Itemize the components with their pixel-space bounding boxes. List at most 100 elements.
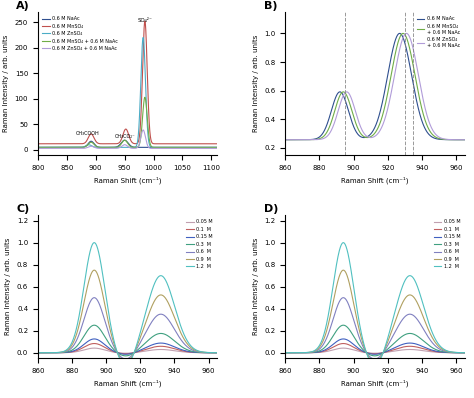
0.05 M [91, 346, 97, 351]
0.6 M MnSO₄ + 0.6 M NaAc [209, 145, 215, 150]
0.6 M MnSO₄ [142, 19, 148, 23]
1.2  M [91, 240, 97, 245]
Text: CH₃COOH: CH₃COOH [76, 131, 100, 136]
Line: 0.9  M: 0.9 M [285, 270, 465, 362]
Line: 0.6 M NaAc: 0.6 M NaAc [38, 140, 217, 147]
0.6 M MnSO₄
+ 0.6 M NaAc [355, 126, 361, 131]
0.6 M ZnSO₄ + 0.6 M NaAc [209, 146, 215, 151]
Line: 0.6  M: 0.6 M [285, 298, 465, 359]
0.6 M NaAc [122, 138, 128, 142]
0.05 M [406, 347, 411, 352]
1.2  M [355, 312, 361, 317]
0.6 M NaAc [422, 127, 428, 131]
0.3  M [283, 350, 288, 355]
0.6  M [35, 350, 41, 355]
0.9  M [340, 268, 346, 273]
0.6  M [91, 295, 97, 300]
0.05 M [372, 351, 378, 355]
X-axis label: Raman Shift (cm⁻¹): Raman Shift (cm⁻¹) [94, 379, 161, 387]
0.05 M [175, 349, 181, 354]
0.6 M ZnSO₄ + 0.6 M NaAc [176, 146, 182, 151]
0.6 M ZnSO₄ + 0.6 M NaAc [209, 146, 215, 151]
1.2  M [422, 310, 428, 315]
0.6 M ZnSO₄ [122, 145, 128, 150]
0.6 M ZnSO₄ [176, 145, 182, 150]
0.1  M [158, 344, 164, 349]
0.6 M NaAc [214, 145, 220, 150]
Legend: 0.6 M NaAc, 0.6 M MnSO₄, 0.6 M ZnSO₄, 0.6 M MnSO₄ + 0.6 M NaAc, 0.6 M ZnSO₄ + 0.: 0.6 M NaAc, 0.6 M MnSO₄, 0.6 M ZnSO₄, 0.… [40, 14, 120, 53]
0.6  M [422, 330, 428, 335]
0.15 M [178, 347, 184, 352]
Text: A): A) [17, 1, 30, 11]
0.1  M [175, 347, 181, 352]
0.05 M [462, 350, 467, 355]
0.6 M NaAc [176, 145, 182, 150]
Line: 0.3  M: 0.3 M [285, 325, 465, 356]
0.15 M [35, 350, 41, 355]
0.6  M [54, 350, 59, 355]
0.3  M [175, 341, 181, 346]
0.6 M MnSO₄
+ 0.6 M NaAc [361, 135, 367, 139]
0.6 M NaAc [462, 137, 467, 142]
0.05 M [108, 349, 113, 354]
1.2  M [178, 325, 184, 330]
0.6  M [158, 312, 164, 316]
Line: 0.15 M: 0.15 M [38, 339, 217, 354]
0.05 M [178, 349, 184, 354]
0.9  M [283, 350, 288, 355]
0.6 M ZnSO₄ [44, 145, 50, 150]
Line: 0.6 M ZnSO₄: 0.6 M ZnSO₄ [38, 37, 217, 147]
0.6  M [214, 350, 220, 355]
0.05 M [340, 346, 346, 351]
0.1  M [355, 347, 361, 352]
Text: B): B) [264, 1, 277, 11]
0.9  M [426, 328, 431, 333]
0.6  M [372, 357, 378, 361]
0.1  M [340, 341, 346, 346]
0.6 M MnSO₄
+ 0.6 M NaAc [422, 118, 428, 123]
0.6 M NaAc [355, 132, 361, 137]
1.2  M [54, 350, 59, 355]
0.3  M [462, 350, 467, 355]
0.6 M ZnSO₄ + 0.6 M NaAc [35, 146, 41, 151]
0.1  M [362, 350, 367, 355]
0.6 M NaAc [122, 138, 128, 142]
0.05 M [54, 350, 59, 355]
0.1  M [54, 350, 59, 355]
Line: 0.6 M MnSO₄: 0.6 M MnSO₄ [38, 21, 217, 144]
0.15 M [355, 345, 361, 350]
Line: 0.15 M: 0.15 M [285, 339, 465, 354]
0.3  M [426, 343, 431, 347]
0.6 M ZnSO₄
+ 0.6 M NaAc [406, 33, 411, 37]
0.15 M [406, 341, 411, 345]
0.3  M [114, 350, 120, 355]
Line: 0.1  M: 0.1 M [38, 343, 217, 354]
0.15 M [54, 350, 59, 355]
0.15 M [362, 349, 367, 354]
0.6 M ZnSO₄
+ 0.6 M NaAc [355, 117, 361, 121]
0.1  M [108, 348, 113, 353]
0.6  M [108, 336, 113, 341]
0.6 M NaAc [361, 135, 367, 140]
0.9  M [35, 350, 41, 355]
0.05 M [301, 350, 306, 355]
0.6 M ZnSO₄ + 0.6 M NaAc [214, 146, 220, 151]
0.3  M [123, 353, 128, 358]
0.15 M [91, 337, 97, 341]
0.05 M [362, 350, 367, 355]
Legend: 0.05 M, 0.1  M, 0.15 M, 0.3  M, 0.6  M, 0.9  M, 1.2  M: 0.05 M, 0.1 M, 0.15 M, 0.3 M, 0.6 M, 0.9… [184, 218, 215, 271]
0.3  M [372, 353, 378, 358]
0.3  M [406, 331, 411, 336]
0.15 M [372, 352, 378, 357]
0.6  M [462, 350, 467, 355]
1.2  M [372, 363, 378, 368]
0.9  M [114, 349, 120, 354]
0.3  M [178, 344, 184, 349]
0.9  M [175, 324, 181, 329]
0.6 M NaAc [397, 31, 402, 36]
0.15 M [158, 341, 164, 345]
0.6 M ZnSO₄ [209, 145, 215, 150]
0.05 M [214, 350, 220, 355]
0.9  M [123, 360, 128, 365]
0.6 M MnSO₄ [118, 139, 123, 144]
